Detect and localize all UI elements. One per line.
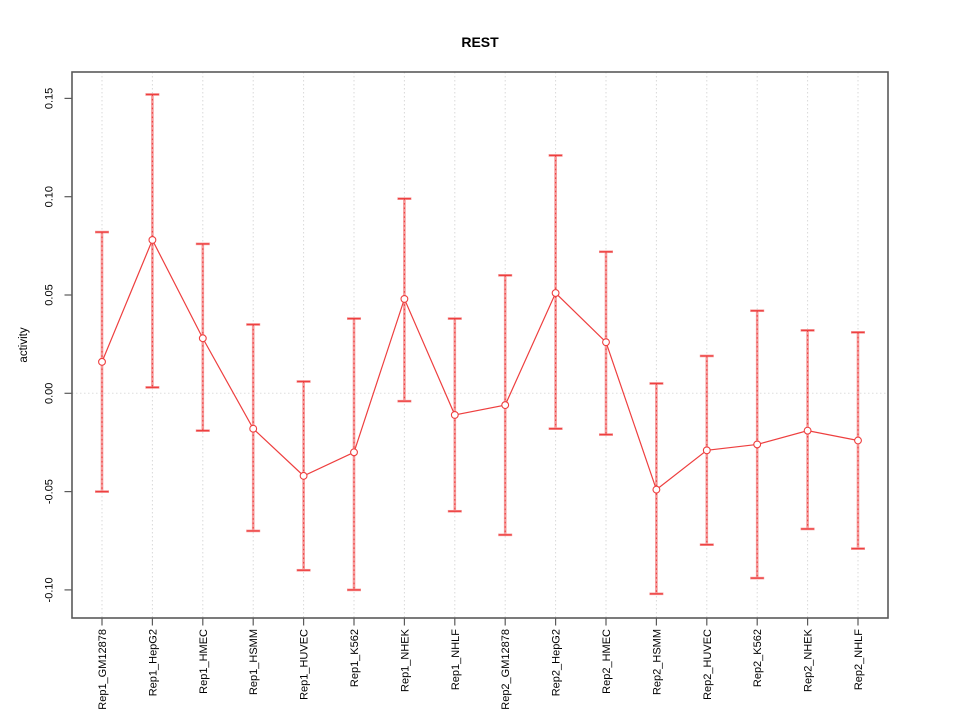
data-point-marker xyxy=(803,426,812,435)
data-point-marker xyxy=(652,485,661,494)
data-point-marker xyxy=(400,294,409,303)
y-tick-label: 0.15 xyxy=(44,88,56,109)
data-point-marker xyxy=(148,236,157,244)
x-tick-label: Rep1_K562 xyxy=(349,629,361,687)
x-tick-label: Rep1_HepG2 xyxy=(147,629,159,696)
x-tick-label: Rep1_NHEK xyxy=(399,628,411,692)
plot-area: 0.15 0.10 0.05 0.00 -0.05 -0.10 Rep1_GM12878 Re… xyxy=(44,71,889,710)
y-tick-label: -0.10 xyxy=(44,577,56,602)
y-tick-label: 0.00 xyxy=(44,383,56,404)
x-tick-label: Rep1_HUVEC xyxy=(299,629,311,700)
x-tick-label: Rep1_GM12878 xyxy=(97,629,109,710)
x-tick-label: Rep2_NHEK xyxy=(803,628,815,692)
x-tick-label: Rep2_NHLF xyxy=(853,629,865,690)
data-point-marker xyxy=(602,338,610,347)
data-point-marker xyxy=(551,289,560,297)
series-line xyxy=(101,238,859,491)
data-point-marker xyxy=(299,471,308,480)
x-tick-label: Rep1_HMEC xyxy=(198,629,210,694)
y-tick-label: 0.10 xyxy=(44,186,56,207)
x-tick-label: Rep2_HepG2 xyxy=(551,629,563,696)
x-tick-label: Rep2_HMEC xyxy=(601,629,613,694)
x-tick-label: Rep2_HSMM xyxy=(651,629,663,695)
data-point-marker xyxy=(854,436,862,445)
data-point-marker xyxy=(198,334,207,343)
plot-frame xyxy=(71,71,889,619)
x-tick-label: Rep2_HUVEC xyxy=(702,629,714,700)
y-axis-label: activity xyxy=(18,327,30,362)
chart-title: REST xyxy=(461,34,499,50)
data-point-marker xyxy=(501,401,510,410)
data-point-marker xyxy=(450,410,459,419)
x-tick-label: Rep2_GM12878 xyxy=(500,629,512,710)
y-tick-label: 0.05 xyxy=(44,284,56,305)
data-point-marker xyxy=(249,424,258,433)
data-point-marker xyxy=(98,357,106,366)
data-point-marker xyxy=(753,440,762,449)
x-tick-label: Rep1_NHLF xyxy=(450,629,462,690)
data-point-marker xyxy=(350,448,358,457)
y-tick-label: -0.05 xyxy=(44,479,56,504)
x-tick-label: Rep1_HSMM xyxy=(248,629,260,695)
x-tick-label: Rep2_K562 xyxy=(752,629,764,687)
data-point-marker xyxy=(702,446,711,455)
